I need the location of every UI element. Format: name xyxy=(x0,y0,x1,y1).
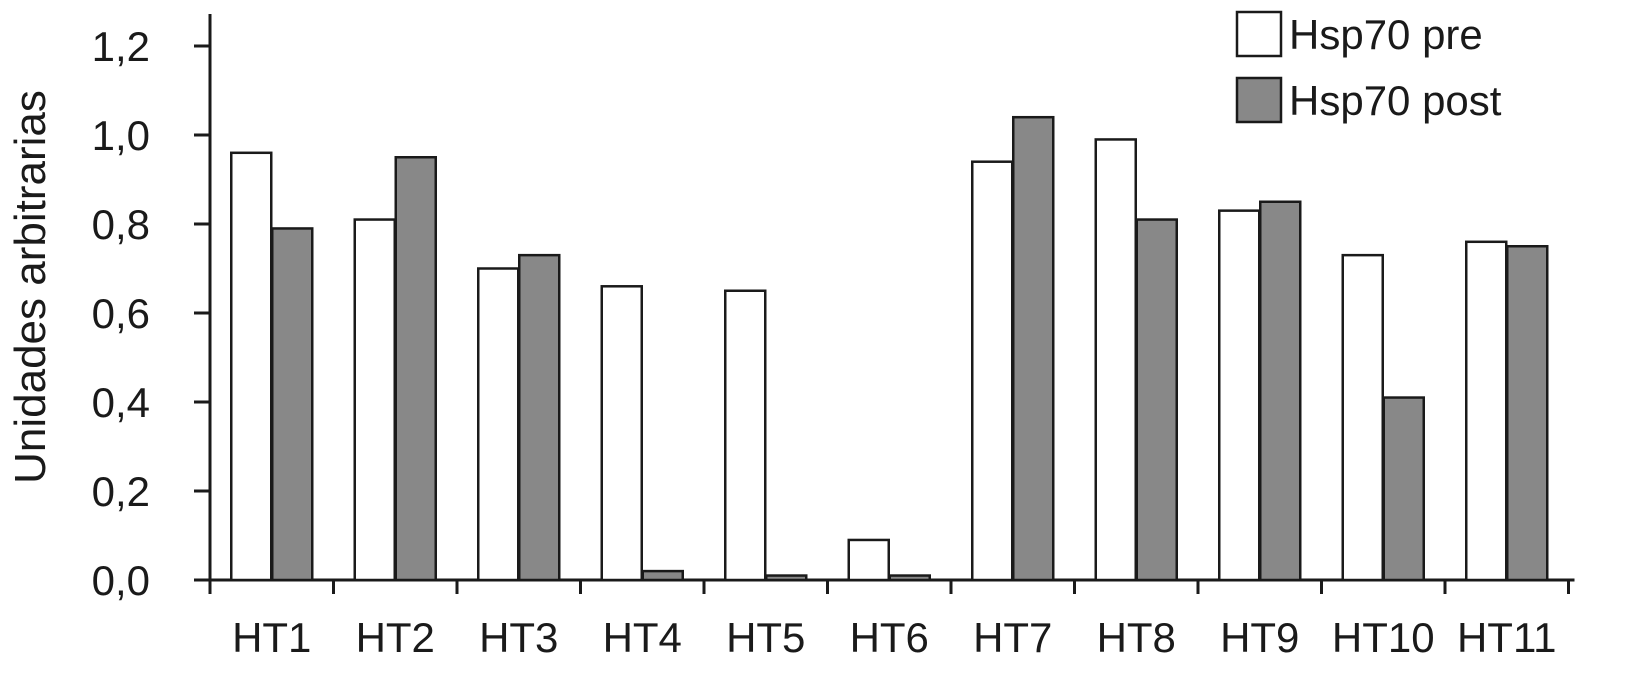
plot-area: 0,0 0,2 0,4 0,6 0,8 1,0 1,2 HT1 HT2 HT3 HT4 HT5 HT6 H… xyxy=(92,14,1575,661)
x-tick-label: HT4 xyxy=(603,614,682,661)
x-tick-label: HT11 xyxy=(1457,614,1557,661)
bar-pre-ht5 xyxy=(724,289,767,582)
x-tick-label: HT5 xyxy=(726,614,805,661)
bar-pre-ht8 xyxy=(1094,138,1137,582)
y-tick-label: 0,0 xyxy=(92,557,150,604)
bar-post-ht4 xyxy=(641,569,684,582)
y-tick-label: 1,2 xyxy=(92,23,150,70)
bar-pre-ht4 xyxy=(600,285,643,582)
bar-post-ht1 xyxy=(271,227,314,582)
x-tick-label: HT1 xyxy=(232,614,311,661)
bar-pre-ht9 xyxy=(1218,209,1261,582)
bar-post-ht10 xyxy=(1382,396,1425,582)
bar-post-ht9 xyxy=(1259,200,1302,582)
y-tick-label: 0,2 xyxy=(92,468,150,515)
y-tick-label: 0,6 xyxy=(92,290,150,337)
bar-pre-ht3 xyxy=(477,267,520,582)
x-tick-label: HT10 xyxy=(1332,614,1435,661)
bar-post-ht5 xyxy=(765,574,808,582)
bar-post-ht8 xyxy=(1135,218,1178,582)
x-tick-label: HT9 xyxy=(1220,614,1299,661)
bar-post-ht6 xyxy=(888,574,931,582)
bar-post-ht3 xyxy=(518,253,561,582)
x-tick-label: HT2 xyxy=(356,614,435,661)
x-tick-label: HT8 xyxy=(1097,614,1176,661)
bar-post-ht7 xyxy=(1012,115,1055,582)
legend-label: Hsp70 pre xyxy=(1289,11,1483,58)
bar-post-ht11 xyxy=(1506,245,1549,582)
legend: Hsp70 pre Hsp70 post xyxy=(1235,10,1502,124)
x-tick-label: HT7 xyxy=(973,614,1052,661)
y-tick-label: 0,4 xyxy=(92,379,150,426)
legend-swatch-pre xyxy=(1235,10,1283,58)
y-tick-label: 1,0 xyxy=(92,112,150,159)
x-tick-label: HT6 xyxy=(850,614,929,661)
legend-label: Hsp70 post xyxy=(1289,77,1502,124)
y-axis-title: Unidades arbitrarias xyxy=(6,90,55,484)
y-tick-label: 0,8 xyxy=(92,201,150,248)
legend-swatch-post xyxy=(1235,76,1283,124)
bar-post-ht2 xyxy=(394,156,437,582)
bar-pre-ht6 xyxy=(847,538,890,582)
bar-pre-ht10 xyxy=(1341,253,1384,582)
bar-pre-ht1 xyxy=(230,151,273,582)
x-tick-label: HT3 xyxy=(479,614,558,661)
bar-pre-ht7 xyxy=(971,160,1014,582)
bar-pre-ht2 xyxy=(353,218,396,582)
bar-pre-ht11 xyxy=(1465,240,1508,582)
